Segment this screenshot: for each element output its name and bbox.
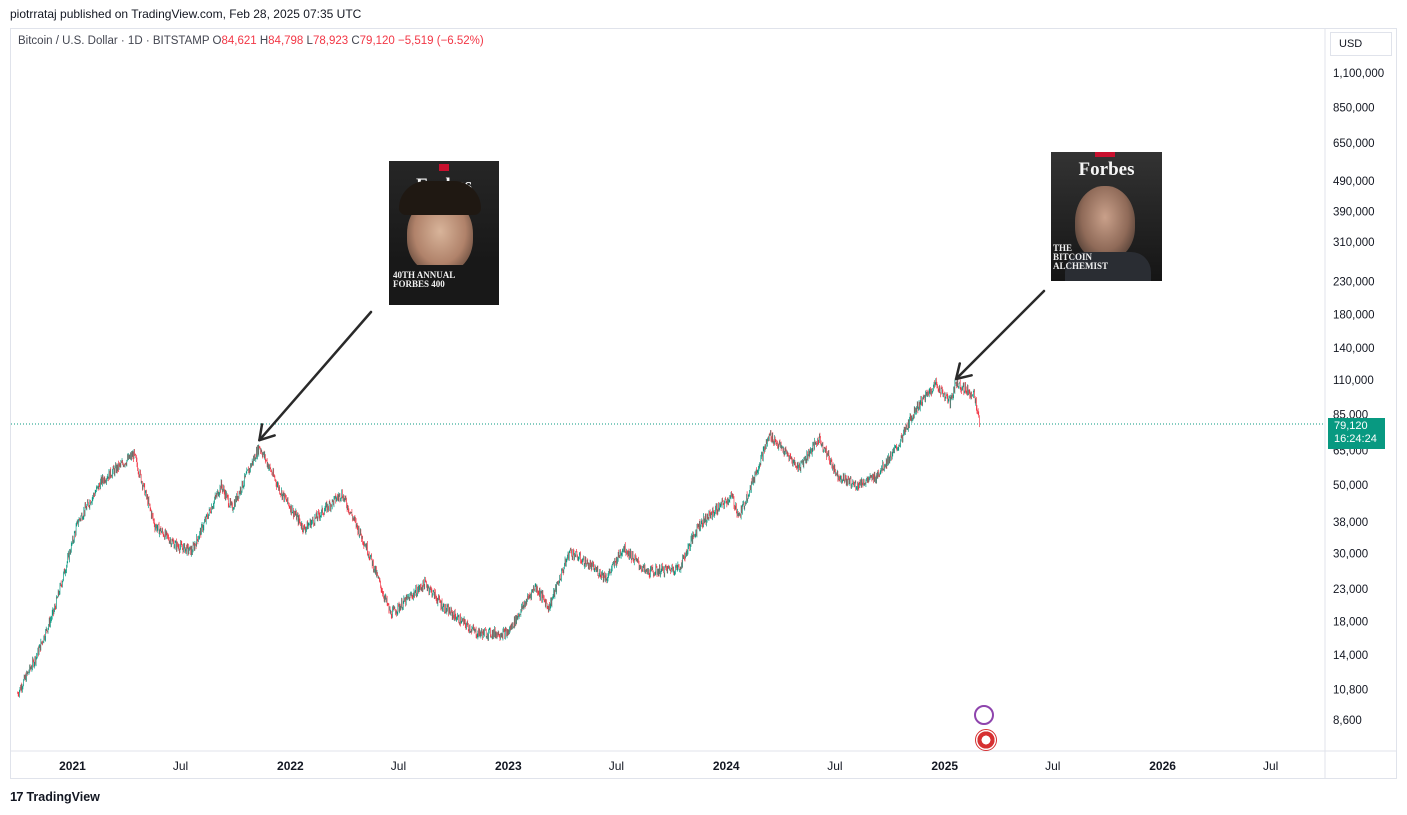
annotation-arrow (258, 310, 373, 442)
y-tick-label: 14,000 (1333, 650, 1368, 662)
last-price-value: 79,120 (1334, 420, 1368, 432)
y-tick-label: 230,000 (1333, 277, 1375, 289)
currency-selector[interactable]: USD (1330, 32, 1392, 56)
y-tick-label: 180,000 (1333, 309, 1375, 321)
forbes-cover-image-2: Forbes THE BITCOIN ALCHEMIST (1051, 152, 1162, 281)
x-tick-label: 2022 (277, 759, 304, 773)
chart-grid (11, 29, 1396, 779)
x-tick-label: Jul (827, 759, 842, 773)
y-tick-label: 1,100,000 (1333, 68, 1384, 80)
open-value: 84,621 (221, 35, 257, 47)
close-key: C (351, 35, 360, 47)
x-tick-label: Jul (391, 759, 406, 773)
y-tick-label: 110,000 (1333, 375, 1374, 387)
high-value: 84,798 (268, 35, 304, 47)
y-tick-label: 38,000 (1333, 517, 1368, 529)
last-price-badge: 79,120 16:24:24 (1328, 418, 1385, 449)
y-tick-label: 18,000 (1333, 616, 1368, 628)
annotation-arrow-head (258, 423, 276, 442)
open-key: O (212, 35, 222, 47)
x-tick-label: 2023 (495, 759, 522, 773)
sparkle-badge-icon[interactable] (974, 705, 994, 725)
y-tick-label: 10,800 (1333, 685, 1368, 697)
close-value: 79,120 (359, 35, 395, 47)
cover-1-subtitle: 40TH ANNUAL FORBES 400 (393, 270, 455, 289)
cover-2-subtitle: THE BITCOIN ALCHEMIST (1053, 243, 1109, 271)
annotation-arrows (258, 289, 1046, 442)
symbol-label[interactable]: Bitcoin / U.S. Dollar · 1D · BITSTAMP (18, 35, 210, 47)
cover-2-masthead: Forbes (1078, 159, 1135, 180)
change-value: −5,519 (−6.52%) (398, 35, 484, 47)
y-tick-label: 650,000 (1333, 138, 1375, 150)
low-value: 78,923 (312, 35, 349, 47)
high-key: H (259, 35, 269, 47)
y-axis: 1,100,000 850,000 650,000 490,000 390,000 310… (1333, 68, 1384, 727)
publisher-caption: piotrrataj published on TradingView.com,… (10, 7, 362, 21)
ohlc-legend: Bitcoin / U.S. Dollar · 1D · BITSTAMP O8… (18, 35, 484, 47)
y-tick-label: 50,000 (1333, 480, 1368, 492)
x-tick-label: 2021 (59, 759, 86, 773)
tradingview-brand: TradingView (26, 789, 100, 804)
annotation-arrow (954, 289, 1046, 381)
y-tick-label: 850,000 (1333, 102, 1375, 114)
y-tick-label: 30,000 (1333, 548, 1368, 560)
x-tick-label: 2025 (931, 759, 958, 773)
y-tick-label: 140,000 (1333, 343, 1375, 355)
us-flag-badge-icon[interactable] (975, 729, 997, 751)
x-tick-label: Jul (609, 759, 624, 773)
x-tick-label: 2024 (713, 759, 740, 773)
y-tick-label: 310,000 (1333, 237, 1375, 249)
y-tick-label: 23,000 (1333, 584, 1368, 596)
chart-frame[interactable] (10, 28, 1397, 779)
candles (17, 377, 980, 698)
tradingview-logo-icon: 17 (10, 789, 24, 804)
x-tick-label: Jul (1263, 759, 1278, 773)
tradingview-footer[interactable]: 17 TradingView (10, 789, 100, 804)
x-tick-label: 2026 (1149, 759, 1176, 773)
y-tick-label: 390,000 (1333, 206, 1375, 218)
y-tick-label: 8,600 (1333, 715, 1362, 727)
x-tick-label: Jul (1045, 759, 1060, 773)
x-axis: 2021 Jul 2022 Jul 2023 Jul 2024 Jul 2025 Jul 2026 J… (59, 759, 1278, 773)
x-tick-label: Jul (173, 759, 188, 773)
annotation-arrow-head (954, 362, 973, 381)
bar-countdown: 16:24:24 (1334, 433, 1377, 445)
low-key: L (306, 35, 313, 47)
y-tick-label: 490,000 (1333, 176, 1375, 188)
forbes-cover-image-1: Forbes 40TH ANNUAL FORBES 400 (389, 161, 499, 305)
